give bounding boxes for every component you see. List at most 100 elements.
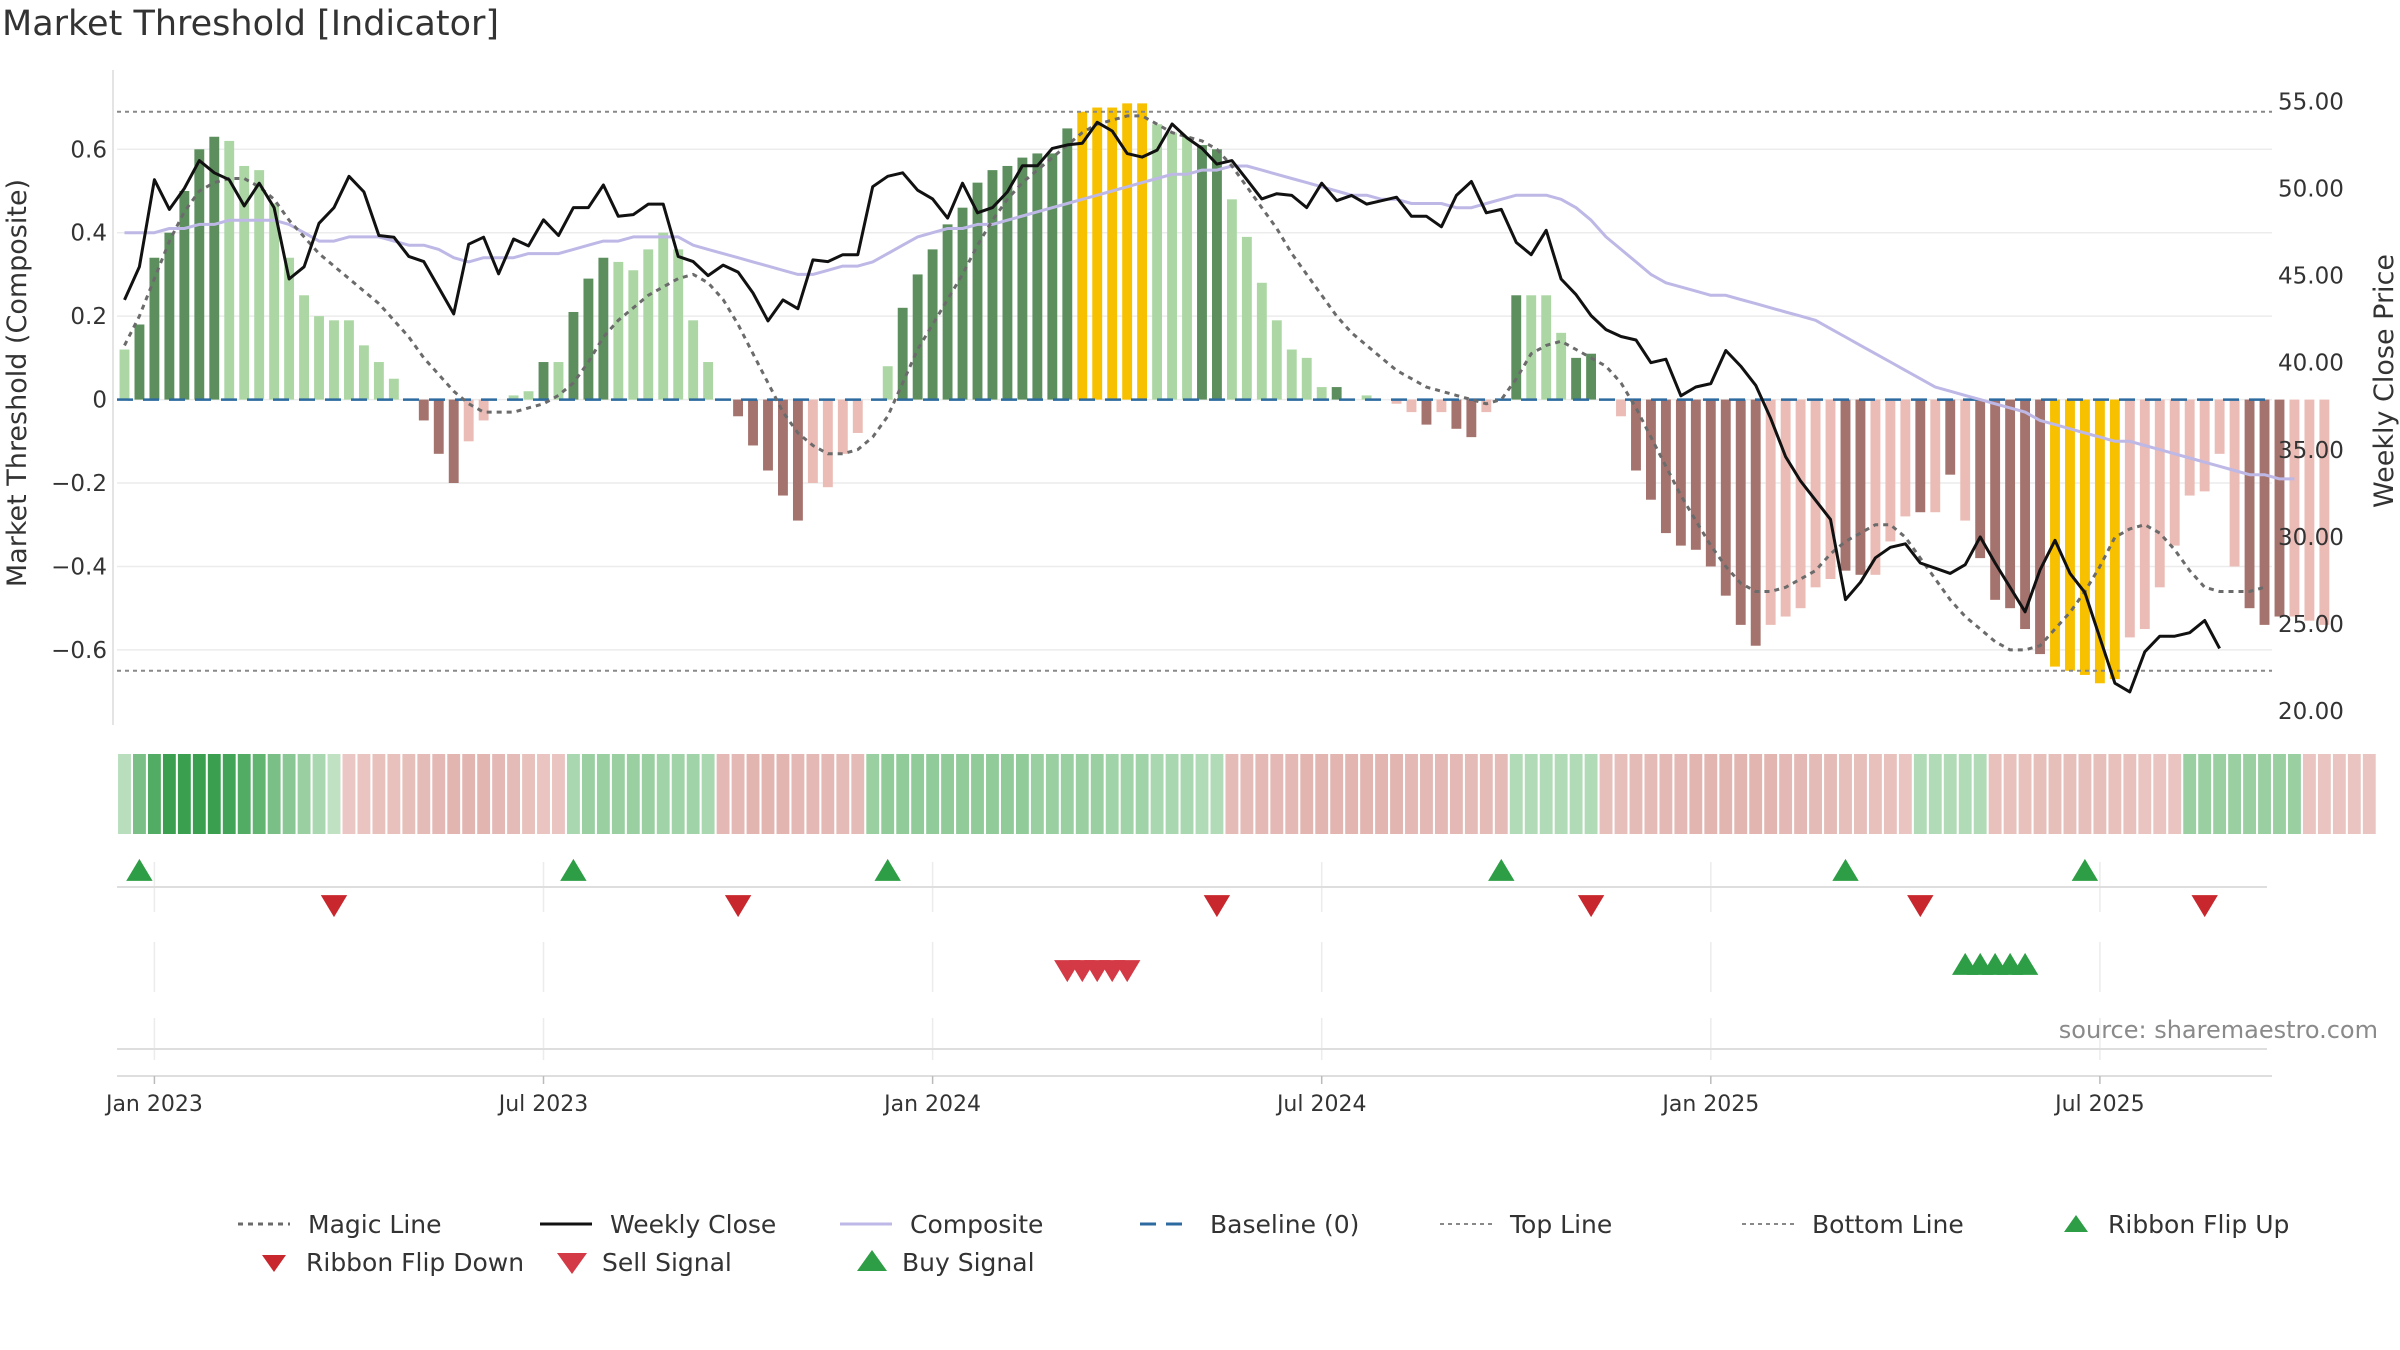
composite-bar (1720, 399, 1731, 596)
composite-bar (1256, 282, 1267, 400)
composite-bar (897, 307, 908, 400)
composite-bar (1361, 395, 1372, 400)
composite-bar (314, 316, 324, 400)
ribbon-cell (1824, 754, 1837, 834)
composite-bar (433, 399, 444, 454)
ribbon-cell (1045, 754, 1059, 834)
composite-bar (523, 391, 534, 400)
y-tick-label: 0.4 (70, 221, 107, 247)
composite-bar (2259, 399, 2270, 625)
composite-bar (1975, 399, 1986, 559)
x-tick-label: Jul 2025 (2053, 1092, 2145, 1117)
ribbon-cell (1554, 754, 1568, 834)
ribbon-flip-down-marker (1577, 895, 1605, 918)
composite-bar (538, 362, 549, 400)
ribbon-cell (1928, 754, 1942, 834)
ribbon-cell (1060, 754, 1074, 834)
ribbon-cell (1779, 754, 1793, 834)
composite-bar (643, 249, 654, 400)
ribbon-cell (2093, 754, 2107, 834)
buy-signal-marker (2011, 952, 2039, 975)
composite-bar (1526, 295, 1537, 400)
composite-bar (119, 349, 130, 400)
composite-bar (1107, 107, 1118, 400)
ribbon-cell (1405, 754, 1418, 834)
ribbon-cell (1195, 754, 1209, 834)
composite-bar (224, 140, 235, 400)
composite-bar (1705, 399, 1716, 567)
composite-bar (942, 224, 953, 400)
composite-bar (1930, 399, 1941, 513)
composite-bar (1571, 357, 1582, 400)
ribbon-cell (2317, 754, 2331, 834)
ribbon-cell (1390, 754, 1403, 834)
ribbon-cell (1030, 754, 1044, 834)
ribbon-cell (1958, 754, 1972, 834)
ribbon-cell (1704, 754, 1718, 834)
composite-bar (2244, 399, 2255, 609)
ribbon-cell (1659, 754, 1673, 834)
ribbon-cell (1330, 754, 1344, 834)
legend-label: Baseline (0) (1210, 1210, 1359, 1239)
composite-bar (957, 207, 968, 400)
composite-bar (912, 274, 923, 400)
x-tick-label: Jul 2024 (1275, 1092, 1367, 1117)
composite-bar (1152, 124, 1163, 400)
ribbon-cell (1285, 754, 1299, 834)
ribbon-flip-up-marker (874, 858, 901, 881)
ribbon-cell (2003, 754, 2017, 834)
ribbon-cell (2183, 754, 2197, 834)
composite-bar (1556, 332, 1567, 400)
composite-bar (329, 320, 339, 400)
ribbon-cell (1180, 754, 1194, 834)
composite-bar (1137, 103, 1148, 400)
ribbon-cell (1943, 754, 1957, 834)
ribbon-cell (821, 754, 835, 834)
composite-bar (807, 399, 818, 484)
composite-bar (553, 362, 564, 400)
ribbon-cell (1315, 754, 1329, 834)
ribbon-cell (447, 754, 461, 834)
composite-bar (658, 232, 669, 400)
ribbon-cell (971, 754, 984, 834)
composite-bar (1586, 353, 1597, 400)
composite-bar (194, 149, 205, 400)
composite-bar (1017, 157, 1028, 400)
ribbon-cell (656, 754, 670, 834)
composite-bar (1511, 295, 1522, 400)
ribbon-cell (1225, 754, 1239, 834)
ribbon-cell (2063, 754, 2077, 834)
composite-bar (388, 378, 399, 400)
composite-bar (1212, 149, 1222, 400)
ribbon-cell (596, 754, 610, 834)
composite-bar (1436, 399, 1447, 413)
composite-bar (1735, 399, 1746, 625)
ribbon-cell (507, 754, 521, 834)
composite-bar (239, 165, 250, 400)
ribbon-cell (1494, 754, 1508, 834)
composite-bar (1616, 399, 1626, 417)
y2-tick-label: 45.00 (2278, 264, 2344, 290)
composite-bar (1421, 399, 1432, 425)
legend: Magic Line Weekly Close Composite Baseline … (238, 1210, 2289, 1277)
ribbon-cell (581, 754, 595, 834)
ribbon-cell (2033, 754, 2047, 834)
composite-bar (837, 399, 848, 454)
composite-bar (2274, 399, 2285, 617)
ribbon-cell (1913, 754, 1927, 834)
chart-title: Market Threshold [Indicator] (2, 4, 500, 44)
legend-swatch-ribbon-flip-down (262, 1255, 286, 1272)
composite-bar (508, 395, 519, 400)
composite-bar (972, 182, 983, 400)
ribbon-cell (1973, 754, 1987, 834)
ribbon-cell (177, 754, 191, 834)
y2-axis-title: Weekly Close Price (2369, 254, 2400, 508)
composite-bar (1631, 399, 1641, 471)
composite-bar (2289, 399, 2300, 617)
x-tick-label: Jul 2023 (497, 1092, 589, 1117)
y-axis-title: Market Threshold (Composite) (2, 179, 33, 587)
ribbon-cell (791, 754, 805, 834)
ribbon-cell (926, 754, 940, 834)
ribbon-cell (2198, 754, 2212, 834)
x-tick-label: Jan 2025 (1660, 1092, 1759, 1117)
